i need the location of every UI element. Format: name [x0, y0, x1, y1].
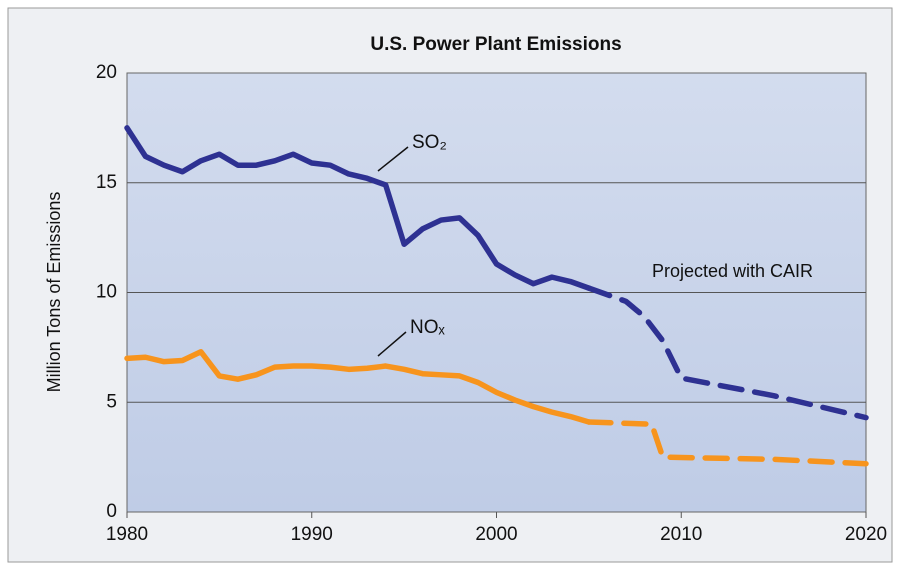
x-tick-label: 1990 [291, 524, 333, 545]
series-label: NOₓ [410, 317, 446, 338]
chart-title: U.S. Power Plant Emissions [370, 34, 621, 55]
x-tick-label: 2000 [475, 524, 517, 545]
leader-line [377, 331, 407, 357]
series-line [586, 419, 869, 467]
y-axis-label: Million Tons of Emissions [44, 192, 64, 393]
leader-line [377, 146, 409, 172]
series-line [586, 285, 869, 421]
y-tick-label: 10 [96, 282, 117, 303]
x-tick-label: 2010 [660, 524, 702, 545]
x-tick-label: 2020 [845, 524, 887, 545]
y-tick-label: 15 [96, 172, 117, 193]
series-line [124, 125, 592, 291]
y-tick-label: 20 [96, 62, 117, 83]
x-tick-label: 1980 [106, 524, 148, 545]
series-line [124, 349, 592, 425]
y-tick-label: 0 [106, 501, 117, 522]
annotation: Projected with CAIR [652, 261, 813, 281]
y-tick-label: 5 [106, 391, 117, 412]
series-label: SO₂ [412, 132, 447, 153]
